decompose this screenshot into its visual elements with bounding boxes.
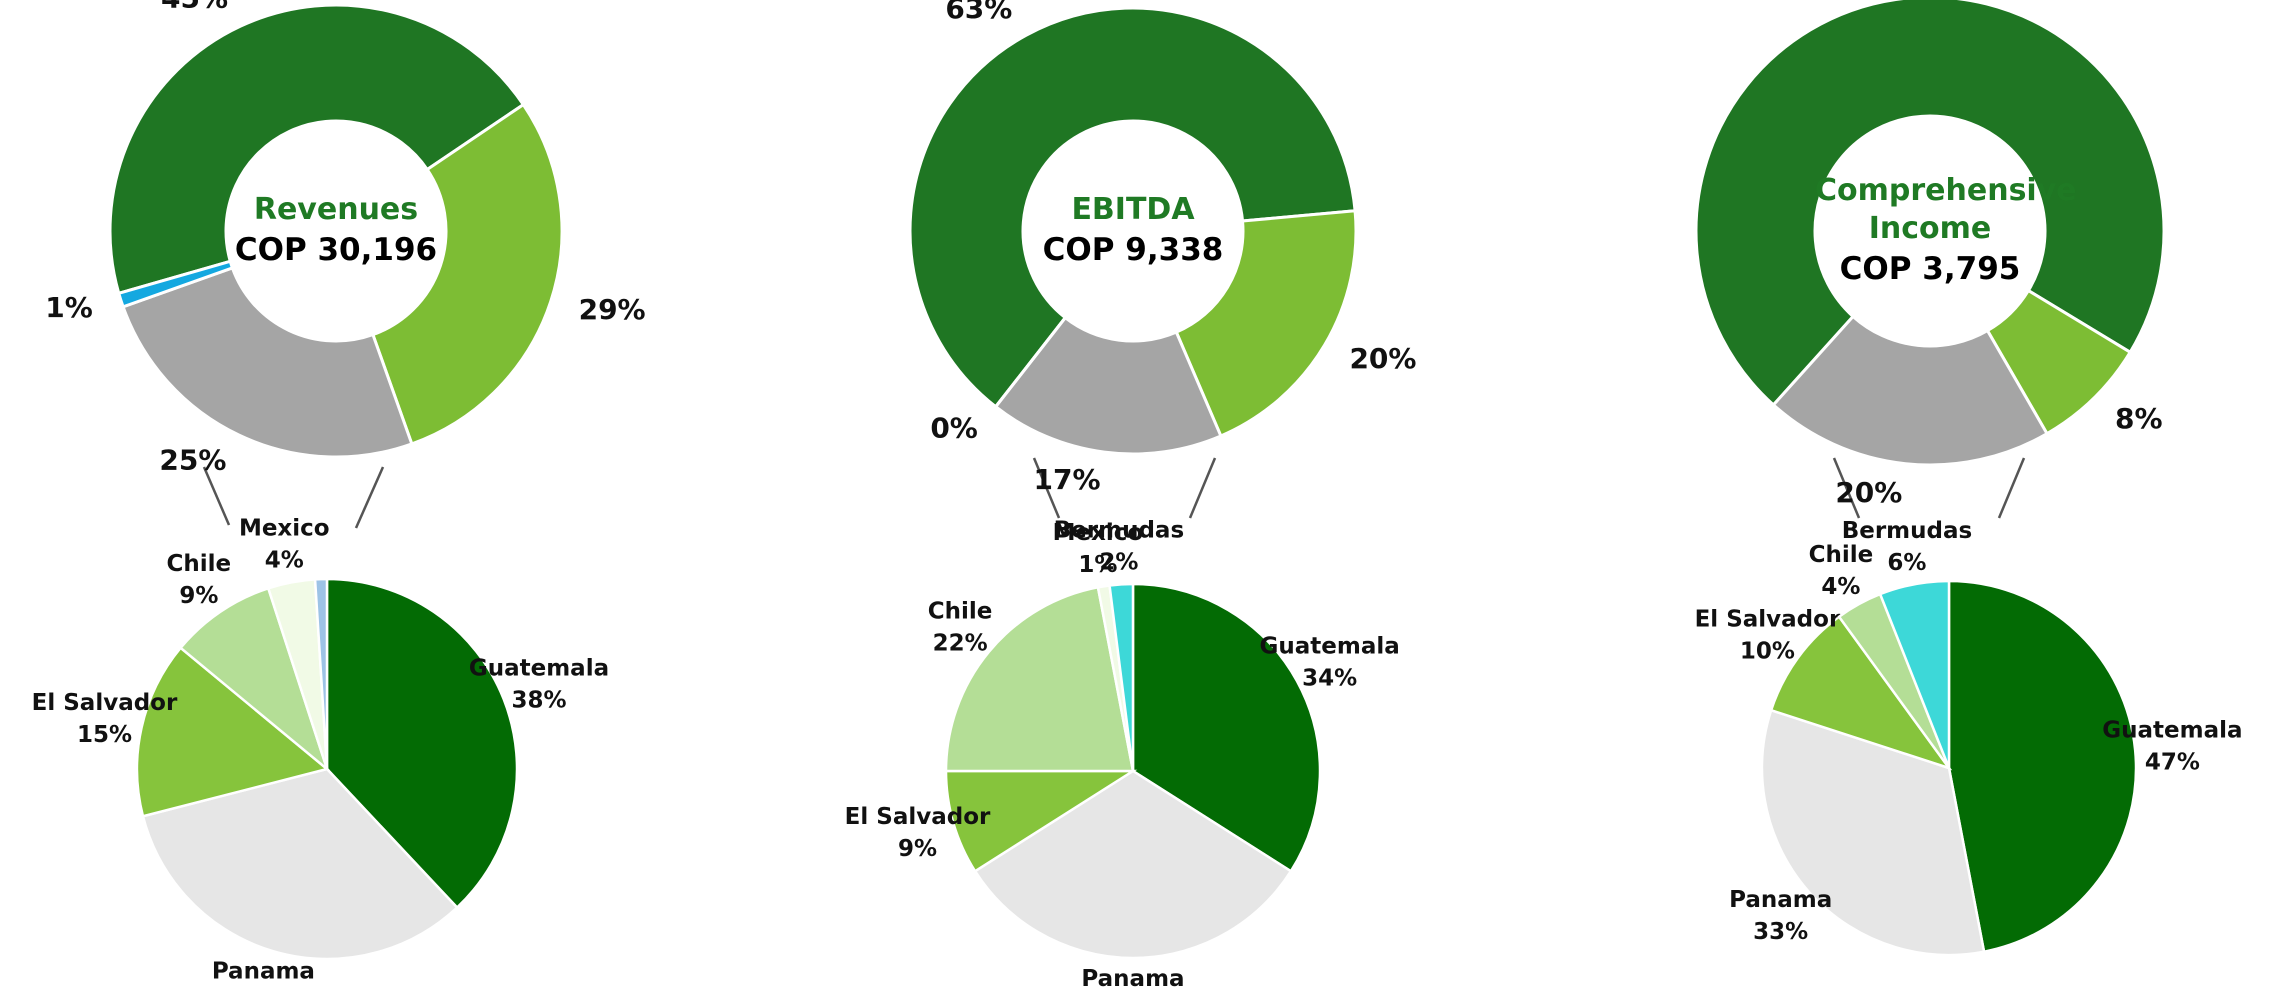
value-label: 1% — [1078, 552, 1117, 578]
value-label: 38% — [511, 688, 566, 714]
pie-slice — [973, 769, 1293, 960]
pie-slice — [944, 769, 1138, 873]
pie-slice — [135, 646, 330, 818]
connector — [202, 466, 231, 526]
value-label: 20% — [1349, 342, 1416, 375]
connector — [354, 466, 385, 529]
value-label: 45% — [161, 0, 228, 15]
value-label: 20% — [1835, 476, 1902, 509]
center-subtitle: COP 3,795 — [1839, 251, 2021, 287]
center-title: Revenues — [253, 192, 419, 227]
category-label: El Salvador — [32, 690, 178, 716]
category-label: Panama — [212, 958, 315, 984]
category-label: El Salvador — [1695, 607, 1841, 633]
value-label: 10% — [1740, 639, 1795, 665]
center-label: Comprehensive Income COP 3,795 — [1815, 172, 2077, 290]
donut-slice — [108, 3, 526, 296]
category-label: Bermudas — [1842, 518, 1973, 544]
center-subtitle: COP 30,196 — [234, 232, 438, 268]
pie-slice — [325, 577, 519, 910]
center-label: Revenues COP 30,196 — [221, 191, 451, 271]
category-label: Chile — [1809, 542, 1874, 568]
pie-slice — [944, 585, 1135, 773]
category-label: Bermudas — [1054, 518, 1185, 544]
donut-slice — [1771, 314, 2050, 467]
donut-slice — [116, 259, 235, 309]
donut-slice — [121, 265, 414, 459]
pie-slice — [178, 586, 330, 773]
category-label: Mexico — [239, 516, 330, 542]
value-label: 17% — [1034, 463, 1101, 496]
center-title: Comprehensive Income — [1815, 173, 2077, 246]
pie-slice — [1108, 582, 1135, 772]
donut-slice — [370, 102, 564, 446]
pie-slice — [313, 577, 329, 770]
value-label: 47% — [2145, 749, 2200, 775]
donut-slice — [1694, 0, 2166, 408]
value-label: 29% — [579, 293, 646, 326]
center-subtitle: COP 9,338 — [1042, 232, 1224, 268]
category-label: Chile — [928, 598, 993, 624]
category-label: Guatemala — [469, 656, 609, 682]
pie-slice — [1878, 579, 1951, 769]
value-label: 8% — [2115, 402, 2163, 435]
pie-slice — [141, 767, 459, 961]
category-label: Panama — [1081, 966, 1184, 991]
value-label: 2% — [1099, 550, 1138, 576]
connector — [1832, 457, 1861, 519]
center-title: EBITDA — [1071, 192, 1195, 227]
connector — [1032, 457, 1061, 519]
category-label: Guatemala — [1260, 633, 1400, 659]
value-label: 33% — [1753, 919, 1808, 945]
category-label: Mexico — [1053, 520, 1144, 546]
value-label: 22% — [933, 630, 988, 656]
value-label: 34% — [1302, 665, 1357, 691]
value-label: 9% — [179, 583, 218, 609]
value-label: 4% — [1821, 574, 1860, 600]
value-label: 6% — [1887, 550, 1926, 576]
value-label: 15% — [77, 722, 132, 748]
value-label: 9% — [898, 836, 937, 862]
value-label: 0% — [930, 412, 978, 445]
category-label: Chile — [167, 551, 232, 577]
value-label: 63% — [945, 0, 1012, 25]
connectors — [202, 457, 2026, 529]
value-label: 1% — [45, 291, 93, 324]
value-label: 25% — [159, 444, 226, 477]
pie-slice — [1769, 614, 1953, 771]
category-label: Panama — [1729, 887, 1832, 913]
connector — [1188, 457, 1217, 519]
category-label: El Salvador — [845, 804, 991, 830]
category-label: Guatemala — [2102, 717, 2242, 743]
center-label: EBITDA COP 9,338 — [1018, 191, 1248, 271]
donut-slice — [908, 6, 1357, 409]
connector — [1997, 457, 2026, 519]
value-label: 4% — [265, 548, 304, 574]
donut-slice — [993, 315, 1223, 456]
donut-slice — [1174, 209, 1358, 438]
pie-slice — [1947, 579, 2138, 954]
pie-slice — [1760, 708, 1986, 957]
